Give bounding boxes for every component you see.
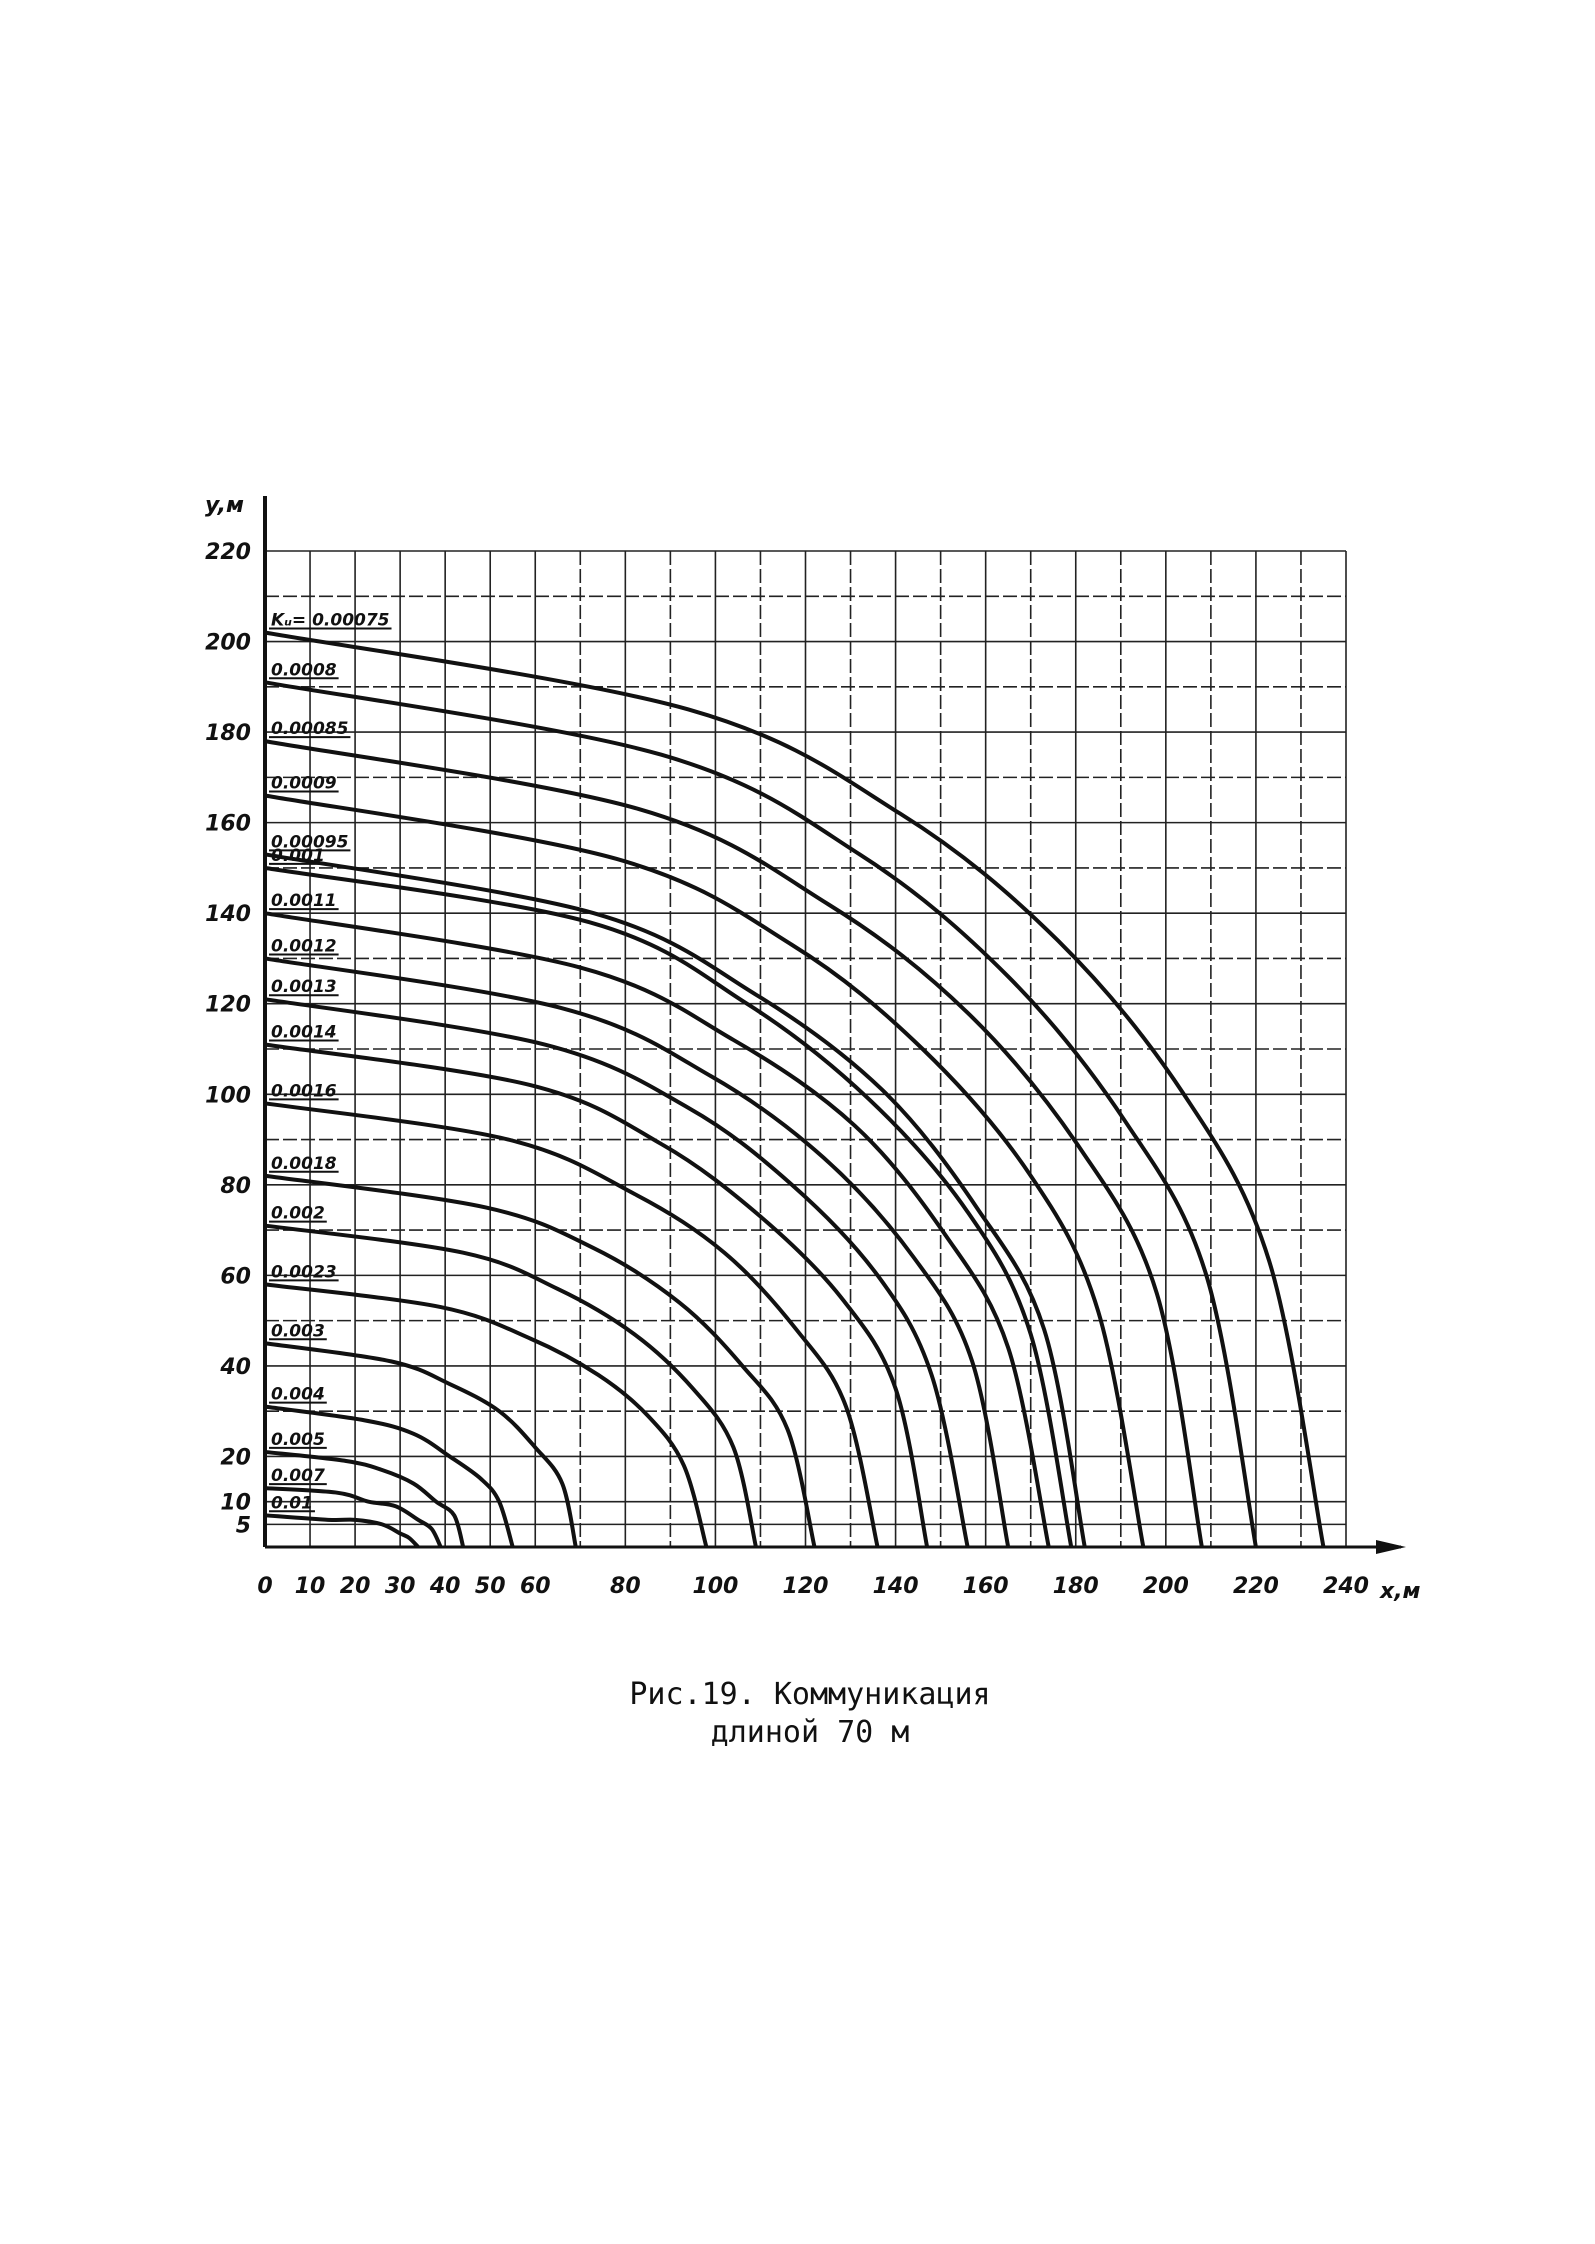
curve — [264, 956, 1011, 1548]
curve — [264, 1173, 817, 1548]
x-tick-label: 60 — [520, 1574, 551, 1599]
x-tick-label: 220 — [1233, 1574, 1279, 1599]
curve-label: 0.00095 — [271, 832, 348, 852]
y-tick-label: 5 — [236, 1513, 251, 1538]
curve-label: 0.0023 — [271, 1262, 337, 1282]
curve — [264, 680, 1258, 1548]
curve — [264, 911, 1051, 1548]
curve — [264, 1341, 578, 1548]
curve-label: 0.007 — [271, 1466, 325, 1486]
x-tick-label: 80 — [610, 1574, 641, 1599]
y-tick-label: 10 — [220, 1491, 251, 1516]
y-tick-label: 140 — [205, 902, 251, 927]
curve-label: 0.0011 — [271, 891, 337, 911]
curve — [264, 1404, 515, 1548]
x-tick-label: 30 — [385, 1574, 416, 1599]
x-tick-label: 40 — [429, 1574, 461, 1599]
y-tick-label: 220 — [205, 540, 251, 565]
y-axis-label: y,м — [205, 493, 244, 518]
curve — [264, 1282, 709, 1548]
y-tick-label: 160 — [205, 812, 251, 837]
caption-line: длиной 70 м — [711, 1715, 910, 1750]
curve-label: 0.0016 — [271, 1081, 337, 1101]
curve — [264, 1513, 420, 1549]
x-tick-label: 0 — [257, 1574, 272, 1599]
x-tick-label: 160 — [963, 1574, 1009, 1599]
curve-label: 0.0018 — [271, 1154, 337, 1174]
curve — [264, 1223, 758, 1548]
x-tick-label: 50 — [475, 1574, 506, 1599]
x-axis-label: x,м — [1379, 1579, 1421, 1604]
curve — [264, 1042, 930, 1548]
curve-label: 0.01 — [271, 1493, 313, 1513]
x-tick-label: 100 — [692, 1574, 738, 1599]
curve-label: 0.003 — [271, 1321, 325, 1341]
y-tick-label: 60 — [220, 1264, 251, 1289]
y-tick-label: 100 — [205, 1083, 251, 1108]
y-tick-label: 20 — [220, 1445, 251, 1470]
x-tick-label: 200 — [1143, 1574, 1189, 1599]
y-tick-label: 80 — [220, 1174, 251, 1199]
curve-label: 0.001 — [271, 846, 325, 866]
curve — [264, 865, 1074, 1548]
curve — [264, 1449, 466, 1548]
y-tick-label: 180 — [205, 721, 251, 746]
curve-label: 0.0013 — [271, 977, 337, 997]
x-tick-label: 120 — [783, 1574, 829, 1599]
x-tick-label: 140 — [873, 1574, 919, 1599]
y-tick-label: 120 — [205, 993, 251, 1018]
curve — [264, 852, 1087, 1548]
x-tick-label: 240 — [1323, 1574, 1369, 1599]
curve-label: 0.0008 — [271, 660, 337, 680]
x-tick-label: 20 — [340, 1574, 371, 1599]
curve — [264, 997, 970, 1548]
curve — [264, 739, 1204, 1548]
caption-line: Рис.19. Коммуникация — [629, 1677, 990, 1712]
curve — [264, 1101, 880, 1548]
curve-label: 0.002 — [271, 1204, 325, 1224]
curve-label: 0.0014 — [271, 1022, 337, 1042]
curve-label: 0.0012 — [271, 936, 337, 956]
y-tick-label: 40 — [219, 1355, 251, 1380]
curve-label: 0.0009 — [271, 773, 337, 793]
curve-label: 0.004 — [271, 1385, 325, 1405]
curve-label: 0.00085 — [271, 719, 348, 739]
curve — [264, 793, 1146, 1548]
x-tick-label: 180 — [1053, 1574, 1099, 1599]
x-tick-label: 10 — [295, 1574, 326, 1599]
curve-label: Kᵤ= 0.00075 — [271, 610, 390, 630]
curve — [264, 1486, 443, 1548]
curve-label: 0.005 — [271, 1430, 325, 1450]
curve — [264, 630, 1326, 1548]
y-tick-label: 200 — [205, 631, 251, 656]
x-axis-arrow — [1376, 1540, 1406, 1554]
